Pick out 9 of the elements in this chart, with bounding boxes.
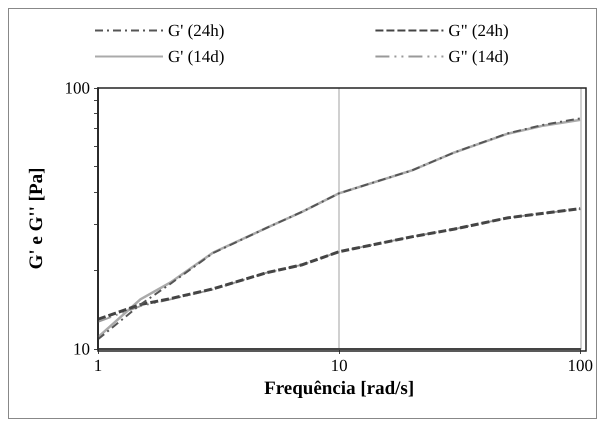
legend-label: G' (24h) (168, 21, 224, 40)
x-tick-label: 10 (330, 356, 348, 375)
x-tick-label: 100 (568, 356, 593, 375)
legend-label: G" (24h) (448, 21, 509, 40)
x-tick-label: 1 (94, 356, 102, 375)
legend-label: G" (14d) (448, 47, 509, 66)
x-axis-title: Frequência [rad/s] (264, 378, 414, 399)
y-axis-title: G' e G'' [Pa] (26, 168, 47, 270)
legend-label: G' (14d) (168, 47, 224, 66)
